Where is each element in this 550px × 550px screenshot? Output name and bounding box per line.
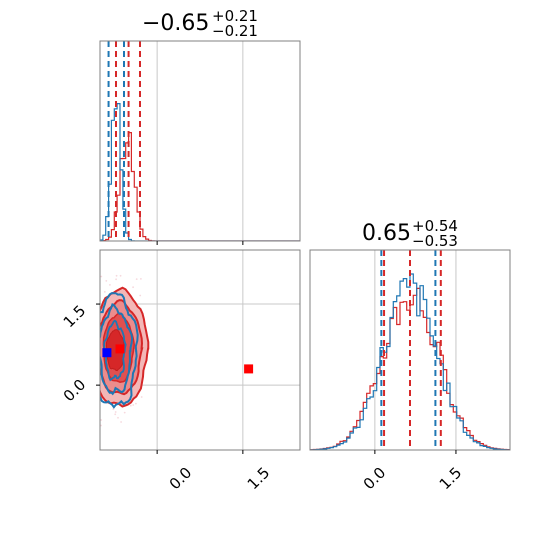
x-tick-label-1: 1.5 [244,464,274,494]
sample-point [135,402,137,405]
grid-lines [156,41,244,241]
axes-frame [99,40,301,242]
histogram-blue [100,103,300,241]
sample-point [93,401,95,403]
x-tick-label-1: 1.5 [436,464,466,494]
sample-point [109,284,111,286]
sample-point [114,411,117,413]
marker-square-0 [102,348,112,358]
sample-point [114,413,117,416]
grid-lines [374,250,457,450]
sample-point [115,278,117,281]
contour-blue-mid [100,302,134,396]
tick-marks [374,450,457,454]
sample-point [115,274,118,277]
y-tick-label-1: 1.5 [60,302,90,332]
sample-point [123,411,126,414]
sample-point [139,294,142,297]
sample-point [135,278,138,280]
sample-point [119,274,122,277]
sample-point [132,404,135,406]
sample-point [140,396,143,398]
sample-point [129,404,132,407]
sample-point [92,370,94,372]
sample-point [96,291,98,293]
sample-point [96,285,98,287]
sample-point [140,278,142,280]
axes-frame [309,249,511,451]
sample-point [95,371,97,373]
sample-point [94,369,96,371]
title-lower: −0.53 [412,232,458,250]
sample-point [96,414,98,416]
sample-point [94,362,96,364]
title-upper: +0.54 [412,217,458,235]
x-tick-label-0: 0.0 [166,464,196,494]
sample-point [105,280,108,282]
tick-marks [96,303,244,454]
sample-point [117,416,119,419]
axes-frame [99,249,301,451]
sample-point [100,275,103,278]
marginal-panel-2: 0.65 +0.54 −0.53 0.0 1.5 [309,217,511,494]
sample-point [103,291,106,293]
sample-point [100,419,103,421]
marker-square-1 [115,344,125,354]
marker-square-2 [244,364,254,374]
sample-point [96,275,98,277]
markers [102,344,254,374]
x-tick-label-0: 0.0 [360,464,390,494]
sample-point [92,310,94,312]
joint-panel: 0.0 1.5 0.0 1.5 [60,249,301,494]
contour-blue-outer [100,292,139,409]
sample-point [100,424,102,427]
sample-point [132,286,135,289]
histogram-red [100,132,300,241]
title-upper: +0.21 [212,7,258,25]
y-tick-label-0: 0.0 [60,376,90,406]
sample-point [96,422,98,424]
sample-point [98,358,100,360]
title-lower: −0.21 [212,22,258,40]
tick-marks [156,241,244,245]
marginal-panel-1: −0.65 +0.21 −0.21 [99,7,301,245]
title-value: 0.65 [362,221,411,246]
quantile-lines [380,250,442,450]
sample-point [120,421,122,423]
sample-point [98,289,100,291]
quantile-lines [107,41,141,241]
histograms [100,103,300,241]
sample-point [93,334,95,336]
title-value: −0.65 [142,11,209,36]
sample-point [112,408,115,411]
